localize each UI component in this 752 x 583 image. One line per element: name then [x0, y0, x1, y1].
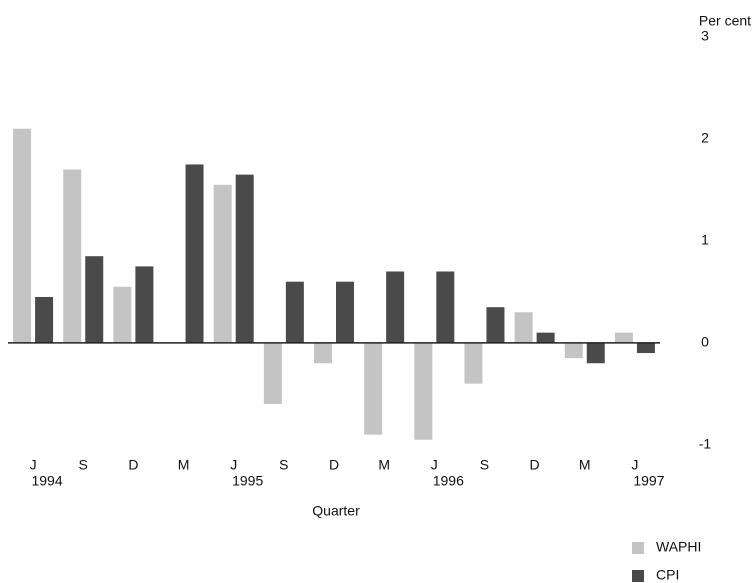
bar: [336, 281, 354, 343]
bar: [536, 332, 555, 343]
bar: [636, 342, 655, 354]
bar: [213, 184, 232, 343]
y-tick-label: -1: [699, 436, 712, 452]
bar: [85, 256, 104, 343]
x-tick-label: D: [530, 457, 540, 473]
x-tick-label: J: [631, 457, 638, 473]
bar: [285, 281, 304, 343]
year-label: 1995: [232, 473, 263, 489]
x-axis-label: Quarter: [312, 503, 360, 519]
y-tick-label: 1: [701, 232, 709, 248]
bar: [564, 342, 583, 359]
x-tick-label: J: [30, 457, 37, 473]
bar: [614, 332, 633, 343]
bar: [13, 128, 32, 343]
legend-label: CPI: [656, 567, 679, 583]
bar: [235, 174, 254, 343]
y-axis-label: Per cent: [699, 13, 751, 29]
bar: [414, 342, 433, 440]
y-tick-label: 0: [701, 334, 709, 350]
bar: [464, 342, 483, 384]
bar: [263, 342, 282, 405]
bar: [113, 286, 132, 343]
x-tick-label: M: [178, 457, 190, 473]
x-tick-label: S: [279, 457, 288, 473]
x-tick-label: S: [79, 457, 88, 473]
x-tick-label: J: [431, 457, 438, 473]
bar: [314, 342, 332, 364]
bar: [586, 342, 605, 364]
x-tick-label: D: [329, 457, 339, 473]
x-tick-label: D: [128, 457, 138, 473]
x-tick-label: J: [230, 457, 237, 473]
bar: [386, 271, 405, 343]
bar: [135, 266, 154, 343]
x-tick-label: M: [378, 457, 390, 473]
year-label: 1997: [633, 473, 664, 489]
bar: [35, 296, 54, 343]
x-tick-label: M: [579, 457, 591, 473]
y-tick-label: 2: [701, 130, 709, 146]
bar: [514, 312, 533, 343]
year-label: 1996: [433, 473, 464, 489]
legend-swatch: [632, 570, 644, 582]
bar: [185, 164, 204, 343]
bar: [436, 271, 455, 343]
legend-label: WAPHI: [656, 539, 701, 555]
bar: [63, 169, 82, 343]
year-label: 1994: [31, 473, 62, 489]
bar: [486, 307, 505, 343]
x-tick-label: S: [480, 457, 489, 473]
y-tick-label: 3: [701, 28, 709, 44]
legend-swatch: [632, 542, 644, 554]
bar: [364, 342, 383, 435]
